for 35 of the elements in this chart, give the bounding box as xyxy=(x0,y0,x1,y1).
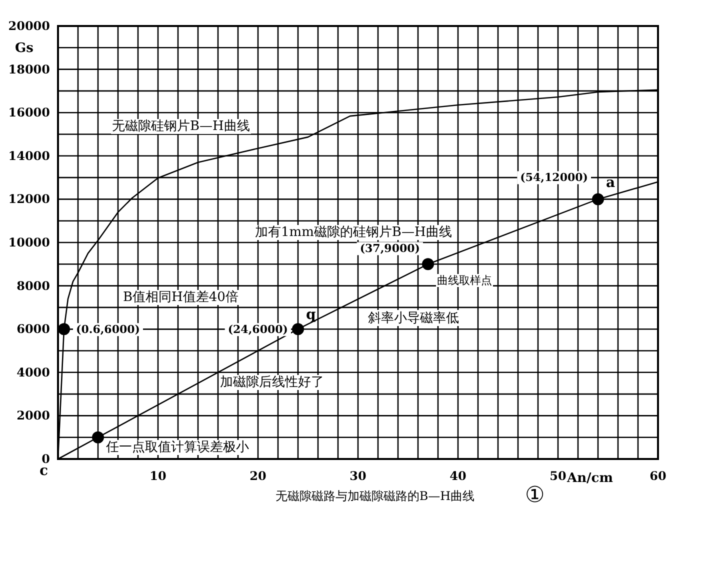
annotation: (0.6,6000) xyxy=(76,323,140,336)
y-tick-label: 12000 xyxy=(8,192,50,206)
annotation: (54,12000) xyxy=(520,171,588,184)
annotation: (24,6000) xyxy=(228,323,288,336)
annotation: 加有1mm磁隙的硅钢片B—H曲线 xyxy=(255,225,452,240)
annotation: c xyxy=(39,463,48,479)
y-tick-label: 4000 xyxy=(16,365,50,380)
y-tick-label: 10000 xyxy=(8,236,50,250)
text: ① xyxy=(525,483,545,508)
annotation: 任一点取值计算误差极小 xyxy=(105,440,249,455)
x-tick-label: 40 xyxy=(450,469,466,483)
y-tick-label: 18000 xyxy=(8,62,50,76)
annotation: 无磁隙硅钢片B—H曲线 xyxy=(112,119,250,134)
annotation: 斜率小导磁率低 xyxy=(368,310,459,326)
y-tick-label: 20000 xyxy=(8,19,50,33)
y-tick-label: 14000 xyxy=(8,148,50,163)
annotation: 加磁隙后线性好了 xyxy=(220,375,324,390)
annotation: 曲线取样点 xyxy=(437,274,492,287)
y-tick-label: 2000 xyxy=(16,408,50,423)
x-tick-label: 20 xyxy=(250,469,266,483)
annotation: B值相同H值差40倍 xyxy=(123,290,238,305)
y-tick-label: 0 xyxy=(42,452,50,466)
y-tick-label: 16000 xyxy=(8,106,50,120)
text: 无磁隙磁路与加磁隙磁路的B—H曲线 xyxy=(275,489,475,503)
y-axis-title: Gs xyxy=(15,41,34,56)
x-tick-label: 10 xyxy=(150,469,166,483)
x-tick-label: 50 xyxy=(550,469,566,483)
y-tick-label: 8000 xyxy=(16,278,50,293)
y-tick-label: 6000 xyxy=(16,322,50,336)
annotation: a xyxy=(606,175,616,192)
x-tick-label: 60 xyxy=(650,469,666,483)
annotation: (37,9000) xyxy=(360,242,420,256)
x-tick-label: 30 xyxy=(350,469,366,483)
annotation: q xyxy=(306,307,316,324)
x-axis-title: An/cm xyxy=(566,471,614,486)
